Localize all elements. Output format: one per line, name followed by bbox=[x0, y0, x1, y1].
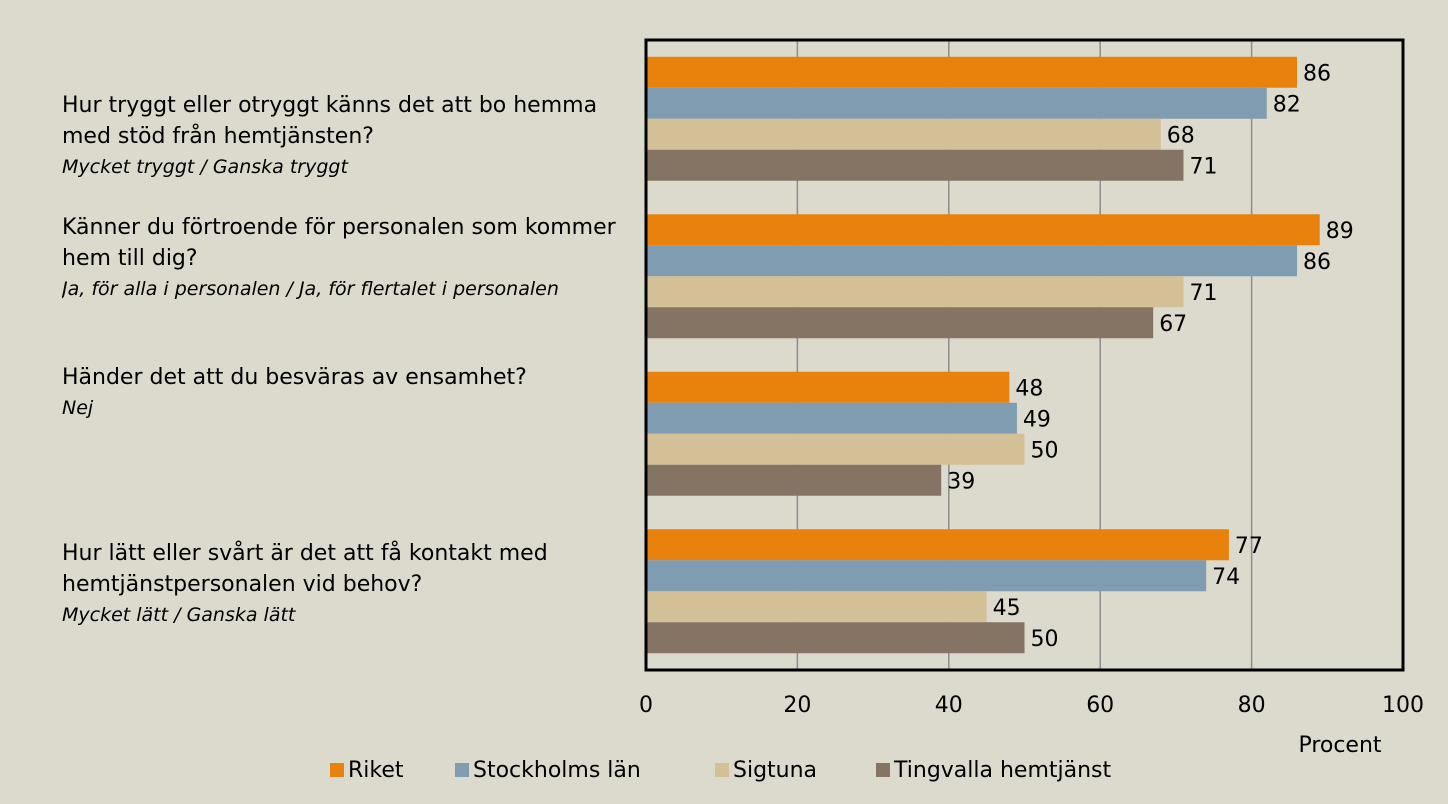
data-label: 67 bbox=[1159, 312, 1187, 337]
data-label: 45 bbox=[993, 596, 1021, 621]
data-label: 50 bbox=[1031, 438, 1059, 463]
category-label: Känner du förtroende för personalen som … bbox=[62, 212, 622, 305]
legend-swatch bbox=[330, 763, 344, 777]
bar bbox=[646, 214, 1320, 246]
data-label: 86 bbox=[1303, 250, 1331, 275]
bar bbox=[646, 118, 1161, 150]
plot-border bbox=[644, 38, 1405, 672]
data-label: 71 bbox=[1189, 281, 1217, 306]
bar bbox=[646, 560, 1207, 592]
bar bbox=[646, 245, 1298, 277]
category-question: Hur lätt eller svårt är det att få konta… bbox=[62, 541, 548, 597]
category-answer: Mycket lätt / Ganska lätt bbox=[62, 604, 296, 626]
data-label: 82 bbox=[1273, 92, 1301, 117]
x-tick-label: 20 bbox=[783, 693, 811, 718]
legend-label: Tingvalla hemtjänst bbox=[893, 758, 1112, 783]
legend-label: Sigtuna bbox=[733, 758, 817, 783]
bar bbox=[646, 591, 987, 623]
bar bbox=[646, 622, 1025, 654]
bar bbox=[646, 529, 1229, 561]
category-question: Känner du förtroende för personalen som … bbox=[62, 215, 616, 271]
category-label-block: Hur lätt eller svårt är det att få konta… bbox=[62, 538, 622, 631]
bar bbox=[646, 56, 1298, 88]
bar bbox=[646, 307, 1154, 339]
category-label-block: Hur tryggt eller otryggt känns det att b… bbox=[62, 90, 622, 183]
data-label: 71 bbox=[1189, 154, 1217, 179]
x-axis-label: Procent bbox=[1298, 733, 1381, 758]
bar bbox=[646, 402, 1017, 434]
x-tick-label: 80 bbox=[1238, 693, 1266, 718]
category-answer: Mycket tryggt / Ganska tryggt bbox=[62, 156, 348, 178]
x-tick-label: 40 bbox=[935, 693, 963, 718]
bar bbox=[646, 464, 942, 496]
legend-swatch bbox=[715, 763, 729, 777]
x-tick-label: 100 bbox=[1382, 693, 1424, 718]
bar bbox=[646, 276, 1184, 308]
bar bbox=[646, 371, 1010, 403]
x-tick-label: 60 bbox=[1086, 693, 1114, 718]
legend-swatch bbox=[455, 763, 469, 777]
legend-swatch bbox=[876, 763, 890, 777]
data-label: 48 bbox=[1015, 376, 1043, 401]
data-label: 77 bbox=[1235, 534, 1263, 559]
category-label-block: Känner du förtroende för personalen som … bbox=[62, 212, 622, 305]
bar bbox=[646, 149, 1184, 181]
data-label: 50 bbox=[1031, 627, 1059, 652]
legend-label: Riket bbox=[348, 758, 404, 783]
category-label: Händer det att du besväras av ensamhet? N… bbox=[62, 362, 622, 424]
category-question: Händer det att du besväras av ensamhet? bbox=[62, 365, 527, 390]
category-answer: Ja, för alla i personalen / Ja, för fler… bbox=[62, 278, 559, 300]
data-label: 74 bbox=[1212, 565, 1240, 590]
data-label: 86 bbox=[1303, 61, 1331, 86]
category-label-block: Händer det att du besväras av ensamhet? N… bbox=[62, 362, 622, 424]
bar bbox=[646, 87, 1267, 119]
bar bbox=[646, 433, 1025, 465]
data-label: 68 bbox=[1167, 123, 1195, 148]
data-label: 49 bbox=[1023, 407, 1051, 432]
category-answer: Nej bbox=[62, 397, 94, 419]
category-label: Hur lätt eller svårt är det att få konta… bbox=[62, 538, 622, 631]
category-label: Hur tryggt eller otryggt känns det att b… bbox=[62, 90, 622, 183]
legend-label: Stockholms län bbox=[473, 758, 641, 783]
data-label: 89 bbox=[1326, 219, 1354, 244]
data-label: 39 bbox=[947, 469, 975, 494]
x-tick-label: 0 bbox=[639, 693, 653, 718]
category-question: Hur tryggt eller otryggt känns det att b… bbox=[62, 93, 598, 149]
